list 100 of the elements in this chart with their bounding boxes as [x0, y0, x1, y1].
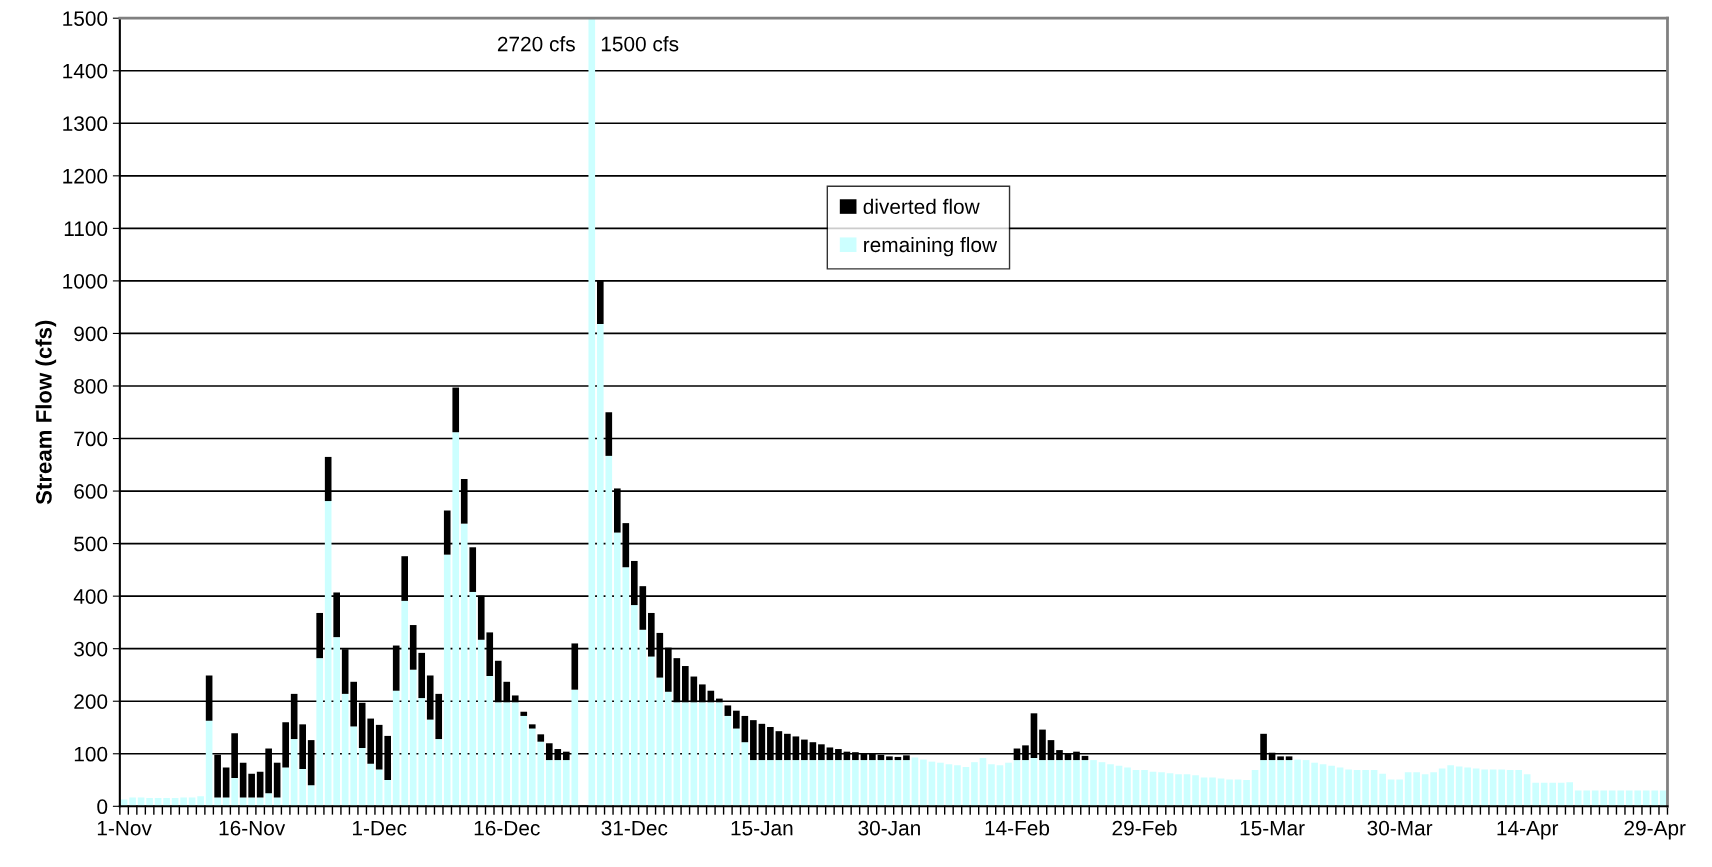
- bar: [1481, 769, 1488, 807]
- bar: [716, 702, 723, 807]
- y-tick-label: 1200: [63, 168, 108, 184]
- legend-label: remaining flow: [864, 236, 998, 257]
- bar: [1073, 760, 1080, 807]
- x-tick-label: 16-Dec: [474, 820, 540, 836]
- bar: [1413, 772, 1420, 807]
- bar: [1090, 760, 1097, 807]
- x-tick-label: 29-Apr: [1624, 820, 1686, 840]
- x-tick-label: 1-Dec: [353, 820, 407, 836]
- y-tick-label: 500: [74, 536, 108, 552]
- bar: [537, 734, 545, 742]
- y-tick-label: 1000: [63, 273, 108, 289]
- bar: [699, 702, 706, 807]
- bar: [1311, 762, 1318, 807]
- bar: [1192, 775, 1199, 807]
- bar: [1056, 760, 1063, 807]
- bar: [197, 796, 204, 807]
- bar: [1430, 772, 1437, 807]
- bar: [1260, 760, 1267, 807]
- bar: [528, 724, 536, 729]
- bar: [248, 797, 255, 807]
- bar: [1447, 765, 1454, 807]
- bar: [1039, 760, 1046, 807]
- bar: [1532, 782, 1539, 807]
- bar: [231, 777, 238, 807]
- bar: [988, 764, 995, 807]
- bar: [1158, 772, 1165, 807]
- bar: [937, 762, 944, 807]
- bar: [707, 702, 715, 807]
- bar: [733, 710, 740, 729]
- annotation: 2720 cfs: [497, 36, 575, 52]
- x-tick-label: 16-Nov: [219, 820, 286, 836]
- y-tick-label: 1100: [64, 221, 108, 237]
- bar: [1141, 770, 1148, 807]
- bar: [1124, 767, 1131, 807]
- bar: [1515, 770, 1522, 807]
- bar: [1005, 762, 1012, 807]
- bar: [1498, 769, 1505, 807]
- bar: [741, 715, 749, 743]
- y-tick-label: 700: [74, 431, 108, 447]
- bar: [673, 702, 681, 807]
- y-axis-title: Stream Flow (cfs): [35, 320, 57, 505]
- bar: [724, 705, 732, 716]
- bar: [665, 691, 672, 807]
- bar: [316, 658, 323, 807]
- bar: [248, 773, 255, 798]
- bar: [886, 760, 893, 807]
- y-tick-label: 1300: [63, 116, 108, 132]
- x-tick-label: 31-Dec: [601, 820, 668, 836]
- bar: [1294, 759, 1301, 807]
- annotation: 1500 cfs: [601, 36, 679, 52]
- bar: [1107, 764, 1114, 807]
- bar: [1379, 773, 1386, 807]
- bar: [333, 637, 340, 807]
- bar: [801, 760, 808, 807]
- legend-label: diverted flow: [863, 198, 980, 215]
- bar: [469, 547, 477, 592]
- bar: [682, 702, 689, 807]
- bar: [1243, 780, 1250, 807]
- bar: [971, 762, 978, 807]
- x-tick-label: 14-Apr: [1497, 820, 1559, 840]
- bar: [1175, 774, 1182, 807]
- bar: [282, 767, 289, 807]
- bar: [129, 797, 136, 807]
- bar: [690, 702, 698, 807]
- y-tick-label: 0: [97, 799, 108, 815]
- y-tick-label: 600: [74, 484, 108, 499]
- bar: [222, 767, 230, 798]
- x-tick-label: 15-Mar: [1240, 820, 1305, 836]
- bar: [299, 769, 306, 807]
- x-tick-label: 30-Jan: [858, 820, 920, 836]
- bar: [1022, 760, 1029, 807]
- x-tick-label: 15-Jan: [731, 820, 793, 836]
- bar: [869, 760, 876, 807]
- y-tick-label: 800: [74, 378, 108, 394]
- bar: [767, 760, 774, 807]
- x-tick-label: 29-Feb: [1112, 820, 1177, 836]
- bar: [920, 759, 927, 807]
- bar: [1396, 779, 1403, 807]
- x-tick-label: 1-Nov: [97, 820, 152, 836]
- y-tick-label: 1500: [63, 11, 108, 26]
- bar: [1277, 760, 1284, 807]
- y-tick-label: 300: [74, 641, 108, 657]
- bar: [265, 793, 272, 807]
- bar: [852, 760, 859, 807]
- bar: [520, 711, 528, 716]
- bar: [1362, 770, 1369, 807]
- bar: [750, 760, 757, 807]
- bar: [835, 760, 842, 807]
- bar: [903, 760, 910, 807]
- bar: [324, 501, 332, 807]
- bar: [1345, 769, 1352, 807]
- y-tick-label: 400: [73, 589, 108, 604]
- bar: [1209, 777, 1216, 807]
- y-tick-label: 100: [74, 746, 108, 762]
- x-tick-label: 30-Mar: [1367, 820, 1433, 836]
- y-tick-label: 1400: [63, 63, 108, 79]
- x-tick-label: 14-Feb: [985, 820, 1050, 836]
- bar: [954, 765, 961, 807]
